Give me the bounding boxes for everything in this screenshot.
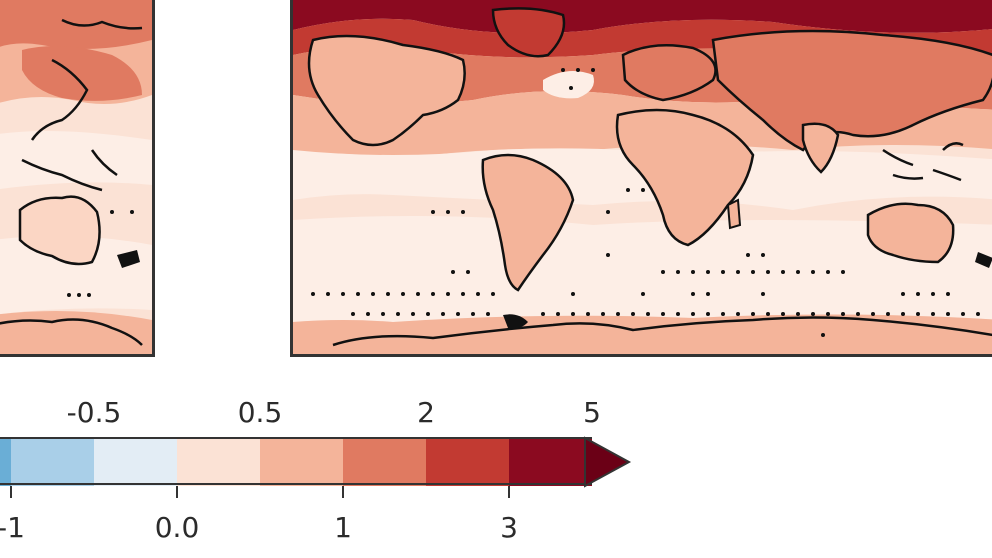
colorbar-tickmark (10, 486, 12, 498)
map-right-south-america (481, 153, 575, 292)
map-left-antarctic-band (0, 311, 152, 354)
map-left-asia-warm-region (22, 46, 142, 101)
map-left-asia-coastline (21, 18, 143, 192)
colorbar-segment (11, 438, 94, 486)
map-right-atlantic-cool-patch (543, 71, 594, 99)
map-right-antarctica-coast (332, 316, 992, 347)
colorbar-segment (177, 438, 260, 486)
map-panel-right (290, 0, 992, 357)
map-right-new-zealand (975, 252, 992, 268)
map-right-antarctic-peninsula (503, 314, 528, 329)
colorbar-tick-label-bottom: -1 (0, 511, 25, 544)
colorbar-tick-label-top: 5 (583, 396, 601, 429)
colorbar-segment (426, 438, 509, 486)
map-left-southern-light-band (0, 236, 152, 315)
colorbar-extend-arrow (584, 436, 632, 488)
map-right-svg (293, 0, 992, 354)
map-right-se-asia-islands (882, 142, 964, 182)
colorbar-segment (260, 438, 343, 486)
colorbar-tick-label-top: 0.5 (237, 396, 283, 429)
map-left-tasmania (117, 250, 140, 268)
colorbar-tick-label-top: -0.5 (66, 396, 122, 429)
map-right-arctic-darkest (293, 0, 992, 34)
map-right-asia (711, 29, 992, 152)
colorbar-segment (343, 438, 426, 486)
map-right-greenland (491, 7, 566, 58)
map-left-tropical-light-band (0, 131, 152, 189)
map-right-southern-light (293, 216, 992, 322)
map-right-india (801, 122, 840, 174)
map-left-stippling (67, 210, 134, 297)
colorbar-outline (0, 437, 592, 485)
colorbar-tick-label-bottom: 3 (500, 511, 518, 544)
colorbar-segment (509, 438, 592, 486)
colorbar-segment (94, 438, 177, 486)
map-right-australia (866, 202, 955, 264)
colorbar-tick-label-bottom: 0.0 (154, 511, 200, 544)
map-left-australia-land (18, 195, 101, 266)
colorbar-tickmark (508, 486, 510, 498)
map-right-africa (615, 108, 755, 247)
map-right-europe (621, 43, 717, 102)
map-panel-left (0, 0, 155, 357)
colorbar-tickmark (176, 486, 178, 498)
colorbar-segment (0, 438, 11, 486)
colorbar-tick-label-top: 2 (417, 396, 435, 429)
map-left-antarctic-coastline (0, 318, 143, 346)
map-right-madagascar (726, 198, 742, 230)
map-left-svg (0, 0, 152, 354)
map-right-stippling (311, 68, 980, 337)
colorbar-tick-label-bottom: 1 (334, 511, 352, 544)
map-right-antarctic-band (293, 314, 992, 354)
colorbar-tickmark (342, 486, 344, 498)
map-right-north-america (307, 34, 466, 147)
